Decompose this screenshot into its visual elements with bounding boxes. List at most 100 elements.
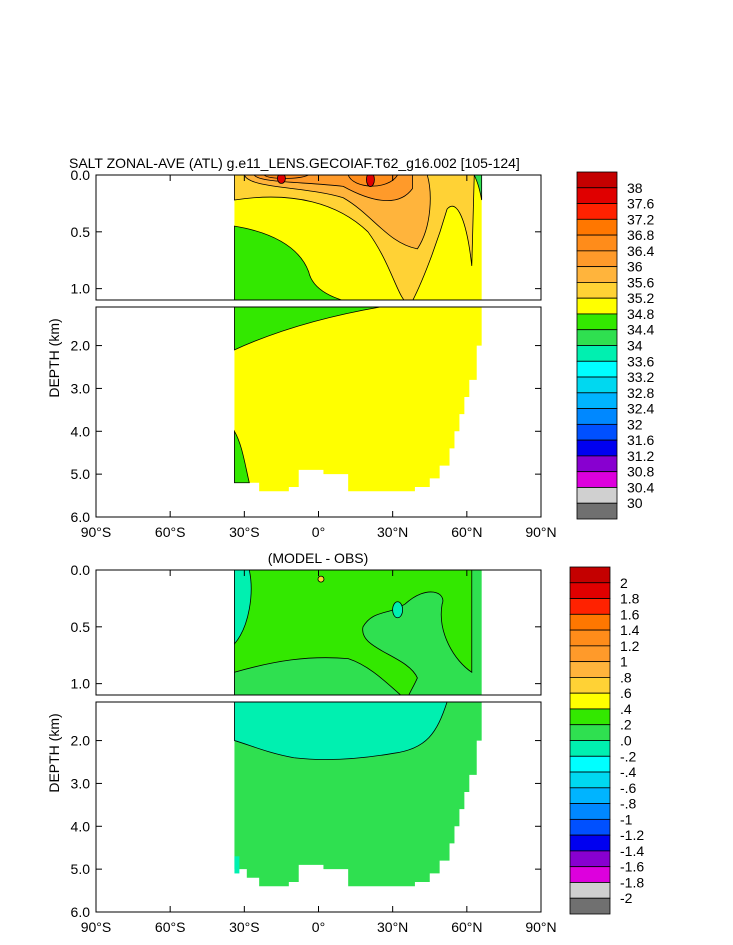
- region-green-lower: [234, 306, 381, 351]
- colorbar-swatch: [569, 850, 611, 868]
- y-tick-label: 3.0: [71, 775, 91, 791]
- colorbar-swatch: [576, 218, 618, 236]
- colorbar-swatch: [576, 203, 618, 220]
- y-tick-label: 5.0: [71, 861, 91, 877]
- colorbar-label: -.2: [620, 748, 637, 764]
- colorbar-label: -1: [620, 811, 633, 827]
- colorbar-label: 31.6: [627, 432, 654, 448]
- region-plus-0-8: [317, 575, 325, 583]
- x-tick-label: 90°S: [81, 919, 112, 935]
- colorbar-label: -1.8: [620, 874, 644, 890]
- x-tick-label: 60°N: [451, 524, 482, 540]
- colorbar-swatch: [569, 882, 611, 899]
- colorbar-label: -.4: [620, 764, 637, 780]
- colorbar-swatch: [569, 582, 611, 599]
- colorbar-label: 2: [620, 575, 628, 591]
- colorbar-swatch: [576, 439, 618, 457]
- colorbar-label: .4: [620, 701, 632, 717]
- colorbar-label: 32.4: [627, 401, 654, 417]
- colorbar-label: .8: [620, 669, 632, 685]
- y-tick-label: 0.5: [71, 224, 91, 240]
- colorbar-label: 30: [627, 495, 643, 511]
- region-37-6a: [277, 175, 286, 184]
- y-tick-label: 1.0: [71, 676, 91, 692]
- colorbar-label: -.8: [620, 796, 637, 812]
- chart-panel-1: SALT ZONAL-AVE (ATL) g.e11_LENS.GECOIAF.…: [46, 155, 654, 540]
- colorbar-swatch: [569, 613, 611, 631]
- region-minus-0-2a: [234, 570, 252, 645]
- colorbar-swatch: [576, 187, 618, 204]
- y-tick-label: 0.0: [71, 562, 91, 578]
- colorbar-label: 37.6: [627, 196, 654, 212]
- colorbar-swatch: [569, 803, 611, 820]
- colorbar-label: 1.2: [620, 638, 640, 654]
- colorbar-label: 35.6: [627, 274, 654, 290]
- colorbar-label: 35.2: [627, 290, 654, 306]
- contour-field: [234, 570, 482, 887]
- y-tick-label: 1.0: [71, 281, 91, 297]
- region-37-6b: [366, 175, 375, 187]
- region-34-4-north: [473, 175, 483, 201]
- colorbar: 21.81.61.41.21.8.6.4.2.0-.2-.4-.6-.8-1-1…: [569, 566, 644, 915]
- colorbar-label: -1.4: [620, 843, 644, 859]
- colorbar-label: -2: [620, 890, 633, 906]
- colorbar-swatch: [576, 282, 618, 299]
- colorbar-label: 1.6: [620, 606, 640, 622]
- colorbar-swatch: [576, 392, 618, 409]
- colorbar-swatch: [576, 171, 618, 189]
- colorbar-swatch: [569, 661, 611, 678]
- colorbar-swatch: [569, 740, 611, 757]
- colorbar-label: -.6: [620, 780, 637, 796]
- contour-field: [234, 175, 483, 492]
- x-tick-label: 60°N: [451, 919, 482, 935]
- y-tick-label: 6.0: [71, 904, 91, 920]
- colorbar-label: 34: [627, 338, 643, 354]
- colorbar-swatch: [569, 645, 611, 663]
- y-tick-label: 2.0: [71, 733, 91, 749]
- colorbar-label: 30.8: [627, 464, 654, 480]
- colorbar-swatch: [576, 455, 618, 473]
- colorbar: 3837.637.236.836.43635.635.234.834.43433…: [576, 171, 654, 520]
- colorbar-label: 36: [627, 259, 643, 275]
- region-green-bottom: [234, 429, 250, 484]
- region-minus-0-2b: [392, 601, 404, 619]
- region-minus-0-2-lower: [234, 701, 448, 760]
- y-tick-label: 2.0: [71, 338, 91, 354]
- colorbar-swatch: [576, 423, 618, 441]
- chart-panel-2: (MODEL - OBS)DEPTH (km)0.00.51.02.03.04.…: [46, 550, 644, 935]
- y-axis-label: DEPTH (km): [46, 713, 62, 792]
- colorbar-swatch: [576, 329, 618, 346]
- chart-title: (MODEL - OBS): [268, 550, 369, 566]
- colorbar-swatch: [576, 376, 618, 394]
- colorbar-label: 37.2: [627, 211, 654, 227]
- x-tick-label: 30°N: [377, 524, 408, 540]
- colorbar-label: 30.4: [627, 479, 654, 495]
- colorbar-swatch: [576, 345, 618, 362]
- colorbar-label: 33.6: [627, 353, 654, 369]
- colorbar-label: 1: [620, 654, 628, 670]
- y-tick-label: 0.0: [71, 167, 91, 183]
- colorbar-swatch: [569, 629, 611, 647]
- colorbar-label: .0: [620, 733, 632, 749]
- x-tick-label: 30°S: [229, 524, 260, 540]
- x-tick-label: 90°S: [81, 524, 112, 540]
- colorbar-swatch: [576, 297, 618, 315]
- x-tick-label: 0°: [312, 524, 325, 540]
- region-minus-bottom: [234, 856, 240, 874]
- colorbar-swatch: [576, 408, 618, 425]
- colorbar-swatch: [569, 677, 611, 694]
- colorbar-swatch: [569, 598, 611, 615]
- x-tick-label: 60°S: [155, 919, 186, 935]
- colorbar-swatch: [569, 818, 611, 836]
- colorbar-swatch: [569, 834, 611, 852]
- colorbar-label: -1.6: [620, 859, 644, 875]
- x-tick-label: 90°N: [525, 524, 556, 540]
- colorbar-swatch: [576, 360, 618, 378]
- colorbar-swatch: [569, 755, 611, 773]
- colorbar-label: 32: [627, 416, 643, 432]
- chart-title: SALT ZONAL-AVE (ATL) g.e11_LENS.GECOIAF.…: [69, 155, 520, 171]
- colorbar-swatch: [569, 897, 611, 915]
- colorbar-label: 34.8: [627, 306, 654, 322]
- x-tick-label: 30°N: [377, 919, 408, 935]
